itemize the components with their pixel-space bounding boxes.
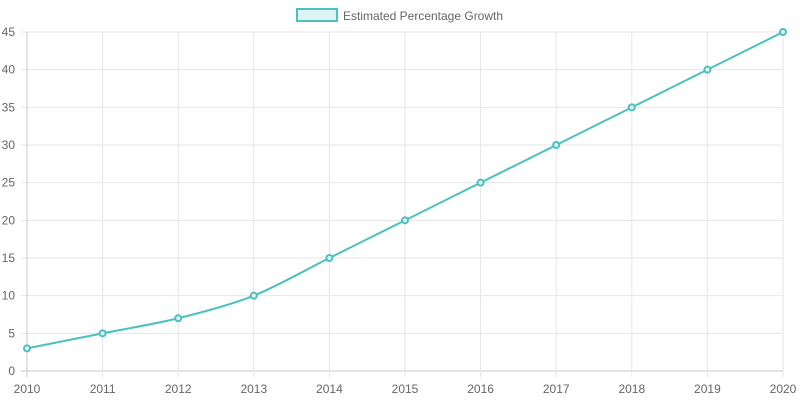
legend-label[interactable]: Estimated Percentage Growth	[343, 9, 503, 23]
x-tick-label: 2019	[694, 382, 721, 396]
legend[interactable]: Estimated Percentage Growth	[295, 8, 503, 23]
y-tick-label: 45	[2, 25, 16, 39]
data-point[interactable]	[401, 216, 409, 225]
x-tick-label: 2013	[240, 382, 267, 396]
x-tick-label: 2011	[90, 382, 116, 396]
data-point[interactable]	[174, 314, 183, 323]
y-tick-label: 15	[2, 251, 16, 265]
grid-lines	[21, 31, 784, 377]
data-point[interactable]	[249, 291, 258, 300]
y-tick-label: 30	[2, 138, 16, 152]
data-point[interactable]	[552, 141, 561, 149]
y-tick-label: 20	[2, 213, 16, 227]
data-point[interactable]	[23, 344, 31, 353]
y-tick-label: 0	[8, 364, 15, 378]
data-point[interactable]	[325, 254, 334, 262]
x-tick-label: 2016	[467, 382, 494, 396]
data-point[interactable]	[98, 329, 107, 338]
y-tick-label: 40	[2, 63, 16, 77]
data-point[interactable]	[627, 103, 636, 112]
axes: 0 5 10 15 20 25 30 35 40 45 2010 2011 2012 2013 2014 20…	[2, 25, 797, 396]
x-tick-label: 2017	[543, 382, 570, 396]
x-tick-label: 2020	[770, 382, 797, 396]
data-point[interactable]	[779, 28, 787, 36]
data-point[interactable]	[703, 65, 712, 74]
x-tick-label: 2018	[618, 382, 645, 396]
data-point[interactable]	[476, 178, 485, 187]
y-tick-label: 10	[2, 289, 16, 303]
x-tick-label: 2014	[316, 382, 343, 396]
y-tick-label: 25	[2, 176, 16, 190]
legend-swatch[interactable]	[295, 8, 338, 22]
series-layer	[23, 28, 787, 353]
x-tick-label: 2015	[392, 382, 419, 396]
x-tick-label: 2010	[14, 382, 41, 396]
y-tick-label: 5	[8, 326, 15, 340]
y-tick-label: 35	[2, 100, 16, 114]
x-tick-label: 2012	[165, 382, 192, 396]
